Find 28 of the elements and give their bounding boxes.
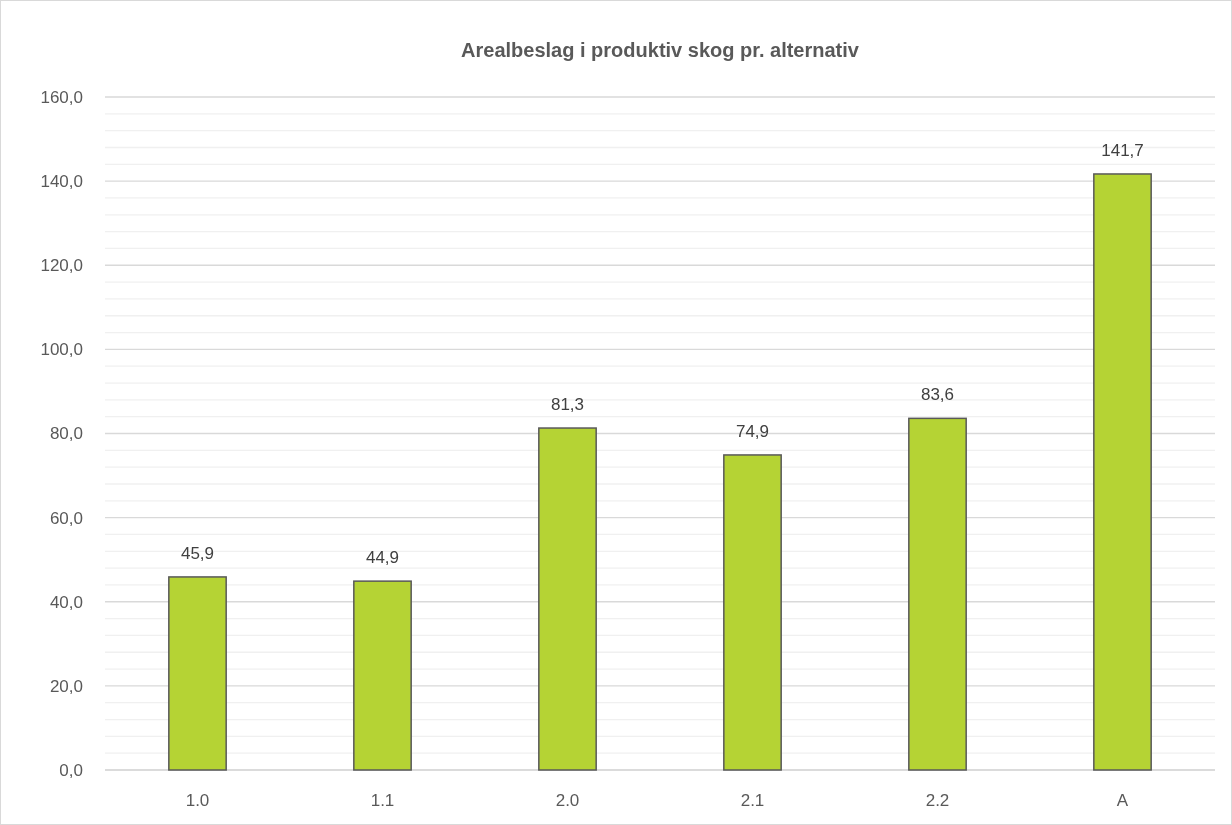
- x-tick-label: 2.2: [925, 791, 950, 810]
- chart-title: Arealbeslag i produktiv skog pr. alternativ: [461, 39, 860, 61]
- bar: [353, 580, 412, 771]
- bar: [1093, 173, 1152, 771]
- bar: [538, 427, 597, 771]
- y-tick-label: 0,0: [59, 760, 83, 780]
- data-label: 83,6: [920, 385, 955, 405]
- y-tick-label: 60,0: [49, 508, 83, 528]
- y-tick-label: 100,0: [40, 340, 83, 360]
- bar: [723, 454, 782, 771]
- y-tick-label: 160,0: [40, 87, 83, 107]
- data-label: 44,9: [365, 548, 400, 568]
- data-label: 74,9: [735, 421, 770, 441]
- y-tick-label: 80,0: [49, 424, 83, 444]
- x-tick-label: 2.0: [555, 791, 580, 810]
- x-tick-label: 2.1: [740, 791, 765, 810]
- x-tick-label: 1.0: [185, 791, 210, 810]
- y-tick-label: 140,0: [40, 172, 83, 192]
- y-tick-label: 20,0: [49, 676, 83, 696]
- data-label: 45,9: [180, 543, 215, 563]
- y-tick-label: 40,0: [49, 592, 83, 612]
- bar: [908, 417, 967, 771]
- data-label: 141,7: [1101, 140, 1144, 160]
- x-tick-label: 1.1: [370, 791, 395, 810]
- x-tick-label: A: [1116, 791, 1129, 810]
- data-label: 81,3: [550, 395, 585, 415]
- y-tick-label: 120,0: [40, 256, 83, 276]
- bar: [168, 576, 227, 771]
